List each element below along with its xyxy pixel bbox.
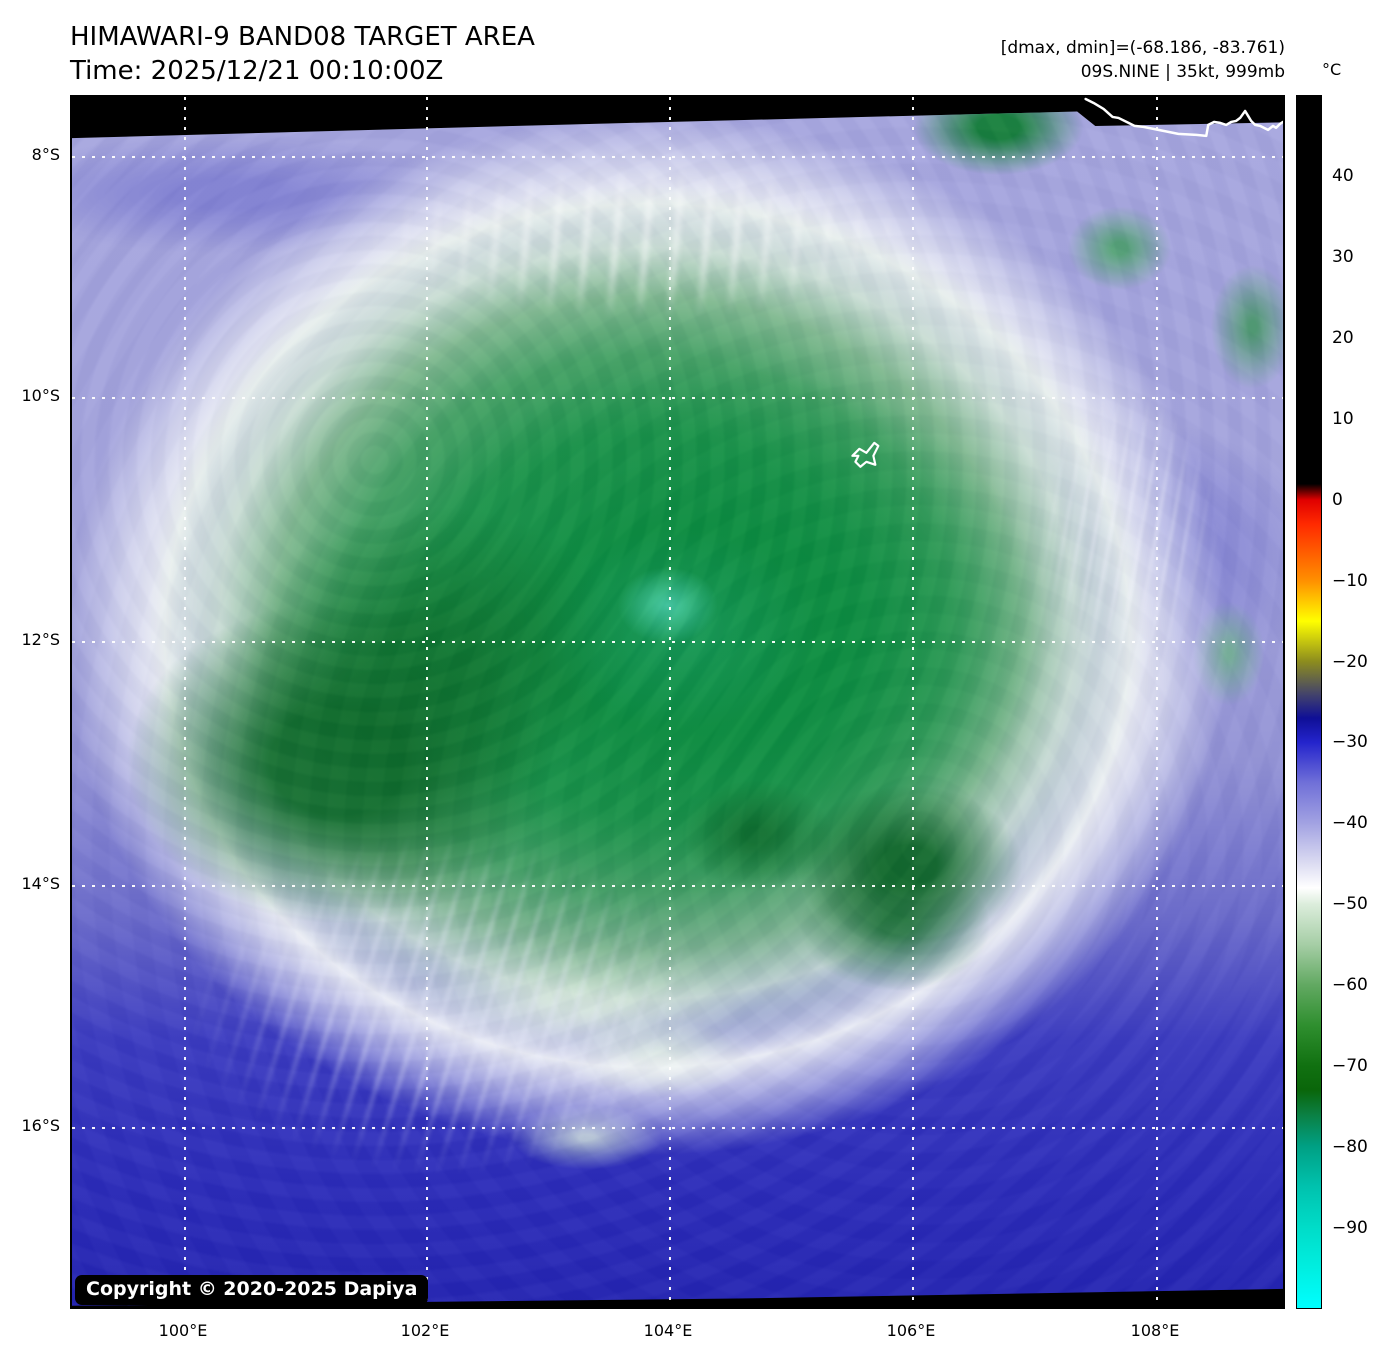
lat-tick-label: 14°S bbox=[21, 874, 60, 893]
title-block: HIMAWARI-9 BAND08 TARGET AREA Time: 2025… bbox=[70, 20, 535, 88]
colorbar-tick-label: −30 bbox=[1332, 732, 1368, 753]
annotation-block: [dmax, dmin]=(-68.186, -83.761) 09S.NINE… bbox=[600, 36, 1285, 84]
gridline-lon bbox=[1156, 97, 1158, 1307]
gridline-lat bbox=[72, 1127, 1283, 1129]
colorbar bbox=[1296, 95, 1322, 1309]
gridline-lat bbox=[72, 641, 1283, 643]
colorbar-tick-label: −90 bbox=[1332, 1218, 1368, 1239]
colorbar-tick-label: −50 bbox=[1332, 894, 1368, 915]
copyright-badge: Copyright © 2020-2025 Dapiya bbox=[75, 1275, 429, 1305]
colorbar-tick-label: −20 bbox=[1332, 651, 1368, 672]
figure-time: Time: 2025/12/21 00:10:00Z bbox=[70, 56, 444, 86]
colorbar-tick-label: −40 bbox=[1332, 813, 1368, 834]
gridline-lon bbox=[912, 97, 914, 1307]
satellite-map-axes: Copyright © 2020-2025 Dapiya bbox=[70, 95, 1285, 1309]
dmax-dmin-text: [dmax, dmin]=(-68.186, -83.761) bbox=[1000, 38, 1285, 58]
cirrus-wisps-texture bbox=[289, 145, 993, 339]
graticule bbox=[72, 97, 1283, 1307]
lon-tick-label: 106°E bbox=[886, 1321, 936, 1340]
lat-tick-label: 10°S bbox=[21, 386, 60, 405]
figure-title: HIMAWARI-9 BAND08 TARGET AREA bbox=[70, 22, 535, 52]
map-overlay bbox=[851, 97, 1283, 468]
lon-tick-label: 102°E bbox=[400, 1321, 450, 1340]
lon-tick-label: 104°E bbox=[643, 1321, 693, 1340]
colorbar-tick-label: −70 bbox=[1332, 1056, 1368, 1077]
storm-center-marker-icon bbox=[851, 441, 880, 468]
colorbar-tick-label: 30 bbox=[1332, 246, 1354, 267]
satellite-imagery bbox=[72, 111, 1283, 1306]
lat-tick-label: 8°S bbox=[31, 145, 60, 164]
outflow-streaks-east bbox=[1004, 351, 1247, 715]
gridline-lat bbox=[72, 397, 1283, 399]
outflow-streaks-southwest bbox=[96, 774, 799, 1235]
lon-tick-label: 108°E bbox=[1130, 1321, 1180, 1340]
gridline-lon bbox=[426, 97, 428, 1307]
gridline-lon bbox=[184, 97, 186, 1307]
lat-tick-label: 16°S bbox=[21, 1116, 60, 1135]
java-coastline bbox=[1084, 97, 1283, 138]
gridline-lon bbox=[669, 97, 671, 1307]
storm-info-text: 09S.NINE | 35kt, 999mb bbox=[1080, 62, 1285, 82]
lat-tick-label: 12°S bbox=[21, 630, 60, 649]
colorbar-tick-label: −60 bbox=[1332, 975, 1368, 996]
colorbar-tick-label: −10 bbox=[1332, 570, 1368, 591]
colorbar-tick-label: 40 bbox=[1332, 165, 1354, 186]
colorbar-tick-label: 10 bbox=[1332, 408, 1354, 429]
gridline-lat bbox=[72, 156, 1283, 158]
lon-tick-label: 100°E bbox=[158, 1321, 208, 1340]
gridline-lat bbox=[72, 885, 1283, 887]
colorbar-tick-label: 0 bbox=[1332, 489, 1343, 510]
colorbar-tick-label: 20 bbox=[1332, 327, 1354, 348]
colorbar-unit-label: °C bbox=[1322, 60, 1342, 79]
colorbar-tick-label: −80 bbox=[1332, 1137, 1368, 1158]
